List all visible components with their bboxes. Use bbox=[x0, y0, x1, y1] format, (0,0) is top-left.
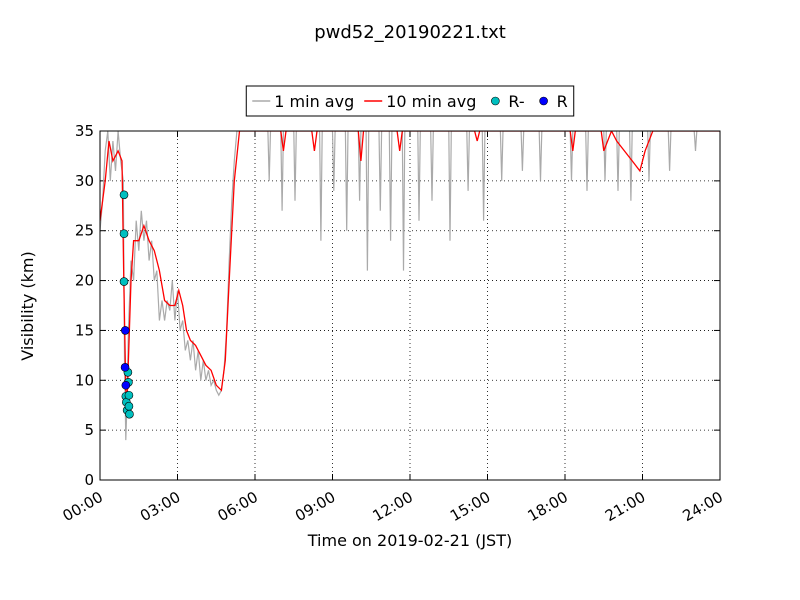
scatter-point bbox=[124, 390, 134, 400]
y-tick-label: 15 bbox=[75, 321, 94, 339]
y-tick-label: 10 bbox=[75, 371, 94, 389]
y-tick-label: 20 bbox=[75, 272, 94, 290]
legend-box bbox=[245, 85, 575, 117]
legend-item: R- bbox=[491, 92, 525, 111]
plot-frame bbox=[99, 130, 721, 481]
y-axis-label: Visibility (km) bbox=[18, 251, 37, 360]
y-tick-label: 0 bbox=[84, 471, 94, 489]
scatter-point bbox=[120, 363, 130, 372]
scatter-point bbox=[119, 229, 129, 239]
scatter-point bbox=[121, 380, 131, 390]
legend-swatch bbox=[491, 96, 500, 106]
chart-title: pwd52_20190221.txt bbox=[314, 22, 506, 43]
y-tick-label: 25 bbox=[75, 222, 94, 240]
legend-item: 10 min avg bbox=[364, 92, 476, 111]
scatter-point bbox=[124, 401, 134, 411]
scatter-point bbox=[119, 190, 129, 200]
x-axis-label: Time on 2019-02-21 (JST) bbox=[307, 531, 512, 550]
y-tick-label: 5 bbox=[84, 421, 94, 439]
legend-item: 1 min avg bbox=[252, 92, 354, 111]
scatter-point bbox=[125, 409, 134, 419]
plot-area bbox=[99, 130, 721, 481]
legend-label: R bbox=[557, 92, 568, 111]
y-tick-label: 35 bbox=[75, 122, 94, 140]
y-tick-label: 30 bbox=[75, 172, 94, 190]
scatter-point bbox=[119, 277, 129, 286]
scatter-point bbox=[121, 326, 130, 335]
legend-label: R- bbox=[508, 92, 524, 111]
legend-swatch bbox=[539, 96, 548, 106]
legend-item: R bbox=[539, 92, 568, 111]
line-series bbox=[100, 131, 720, 401]
legend: 1 min avg 10 min avg R- R bbox=[245, 85, 575, 117]
line-series bbox=[100, 131, 720, 441]
legend-label: 1 min avg bbox=[274, 92, 354, 111]
legend-label: 10 min avg bbox=[386, 92, 476, 111]
series-group bbox=[100, 131, 720, 441]
